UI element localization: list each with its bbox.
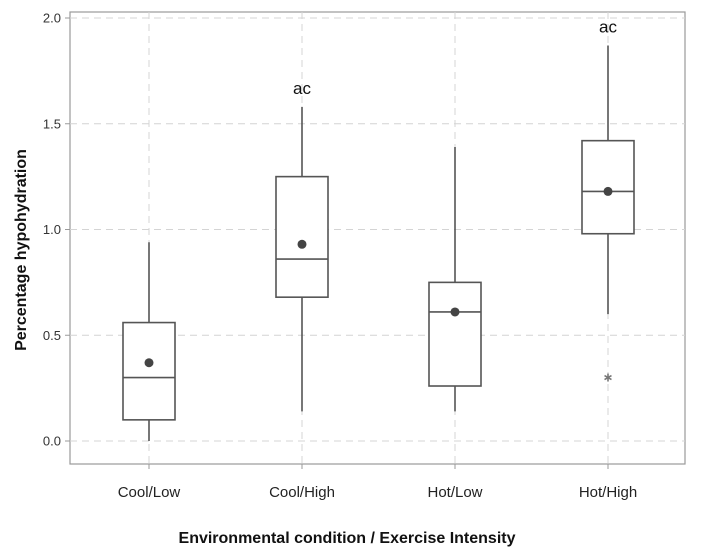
significance-annotation: ac xyxy=(599,17,617,36)
box xyxy=(275,175,329,298)
box xyxy=(428,281,482,387)
box-group: ac xyxy=(581,17,635,382)
mean-marker xyxy=(603,186,613,196)
mean-marker xyxy=(297,239,307,249)
x-tick-label: Cool/High xyxy=(269,484,335,501)
axis-ticks: 0.0 0.5 1.0 1.5 2.0 Cool/Low Cool/High Hot/Low H… xyxy=(43,11,637,502)
x-tick-label: Hot/Low xyxy=(427,484,482,501)
y-tick-label: 1.0 xyxy=(43,222,61,237)
mean-marker xyxy=(450,307,460,317)
y-tick-label: 1.5 xyxy=(43,116,61,131)
outlier-marker xyxy=(604,373,612,382)
y-tick-label: 0.0 xyxy=(43,434,61,449)
box xyxy=(122,321,176,421)
x-tick-label: Hot/High xyxy=(579,484,637,501)
outlier-stroke xyxy=(604,374,612,381)
boxes: ac ac xyxy=(122,17,635,441)
x-tick-label: Cool/Low xyxy=(118,484,181,501)
box-group xyxy=(122,242,176,441)
mean-marker xyxy=(144,358,154,368)
box-group xyxy=(428,147,482,412)
box-group: ac xyxy=(275,79,329,412)
significance-annotation: ac xyxy=(293,79,311,98)
y-tick-label: 2.0 xyxy=(43,11,61,26)
x-axis-title: Environmental condition / Exercise Inten… xyxy=(179,530,516,547)
y-axis-title: Percentage hypohydration xyxy=(13,149,30,351)
y-tick-label: 0.5 xyxy=(43,328,61,343)
